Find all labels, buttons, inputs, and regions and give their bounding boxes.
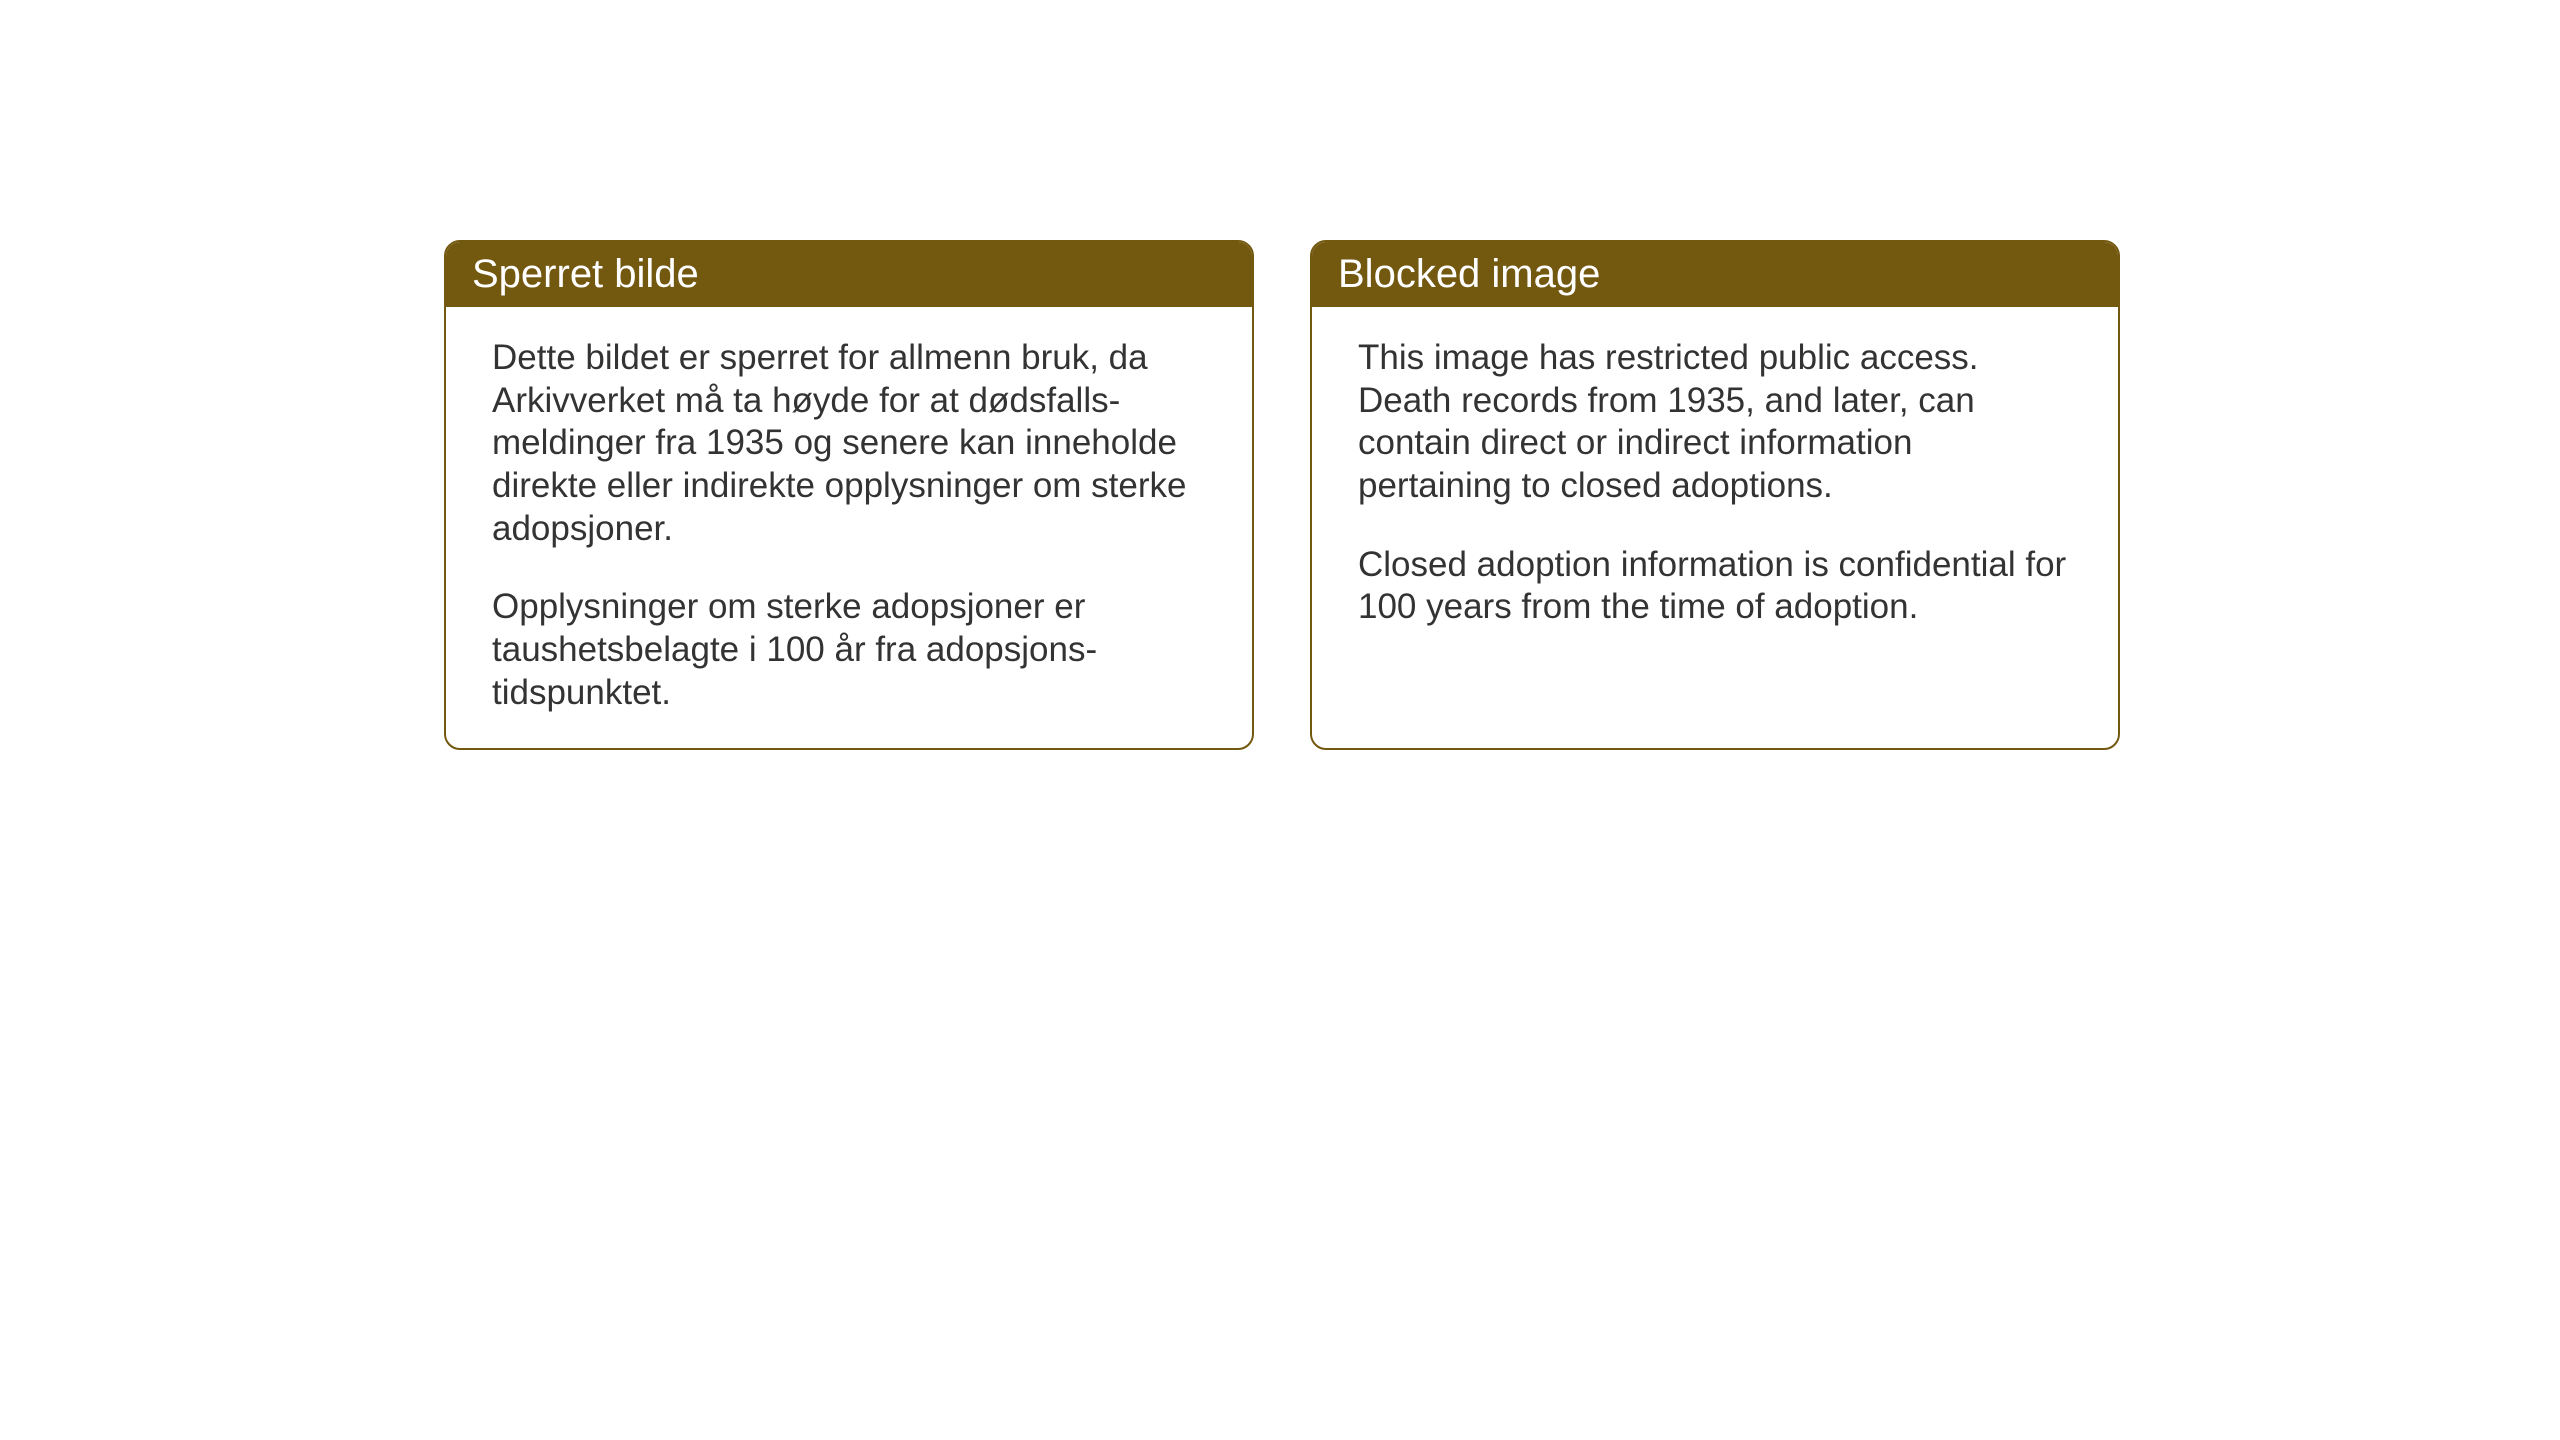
english-paragraph-1: This image has restricted public access.…: [1358, 337, 2072, 508]
english-card-title: Blocked image: [1338, 252, 1600, 296]
english-card-body: This image has restricted public access.…: [1312, 307, 2118, 669]
norwegian-card-title: Sperret bilde: [472, 252, 699, 296]
norwegian-card-body: Dette bildet er sperret for allmenn bruk…: [446, 307, 1252, 750]
norwegian-paragraph-2: Opplysninger om sterke adopsjoner er tau…: [492, 586, 1206, 714]
norwegian-paragraph-1: Dette bildet er sperret for allmenn bruk…: [492, 337, 1206, 550]
norwegian-card: Sperret bilde Dette bildet er sperret fo…: [444, 240, 1254, 750]
norwegian-card-header: Sperret bilde: [446, 242, 1252, 307]
english-card-header: Blocked image: [1312, 242, 2118, 307]
english-card: Blocked image This image has restricted …: [1310, 240, 2120, 750]
english-paragraph-2: Closed adoption information is confident…: [1358, 544, 2072, 629]
cards-container: Sperret bilde Dette bildet er sperret fo…: [444, 240, 2120, 750]
